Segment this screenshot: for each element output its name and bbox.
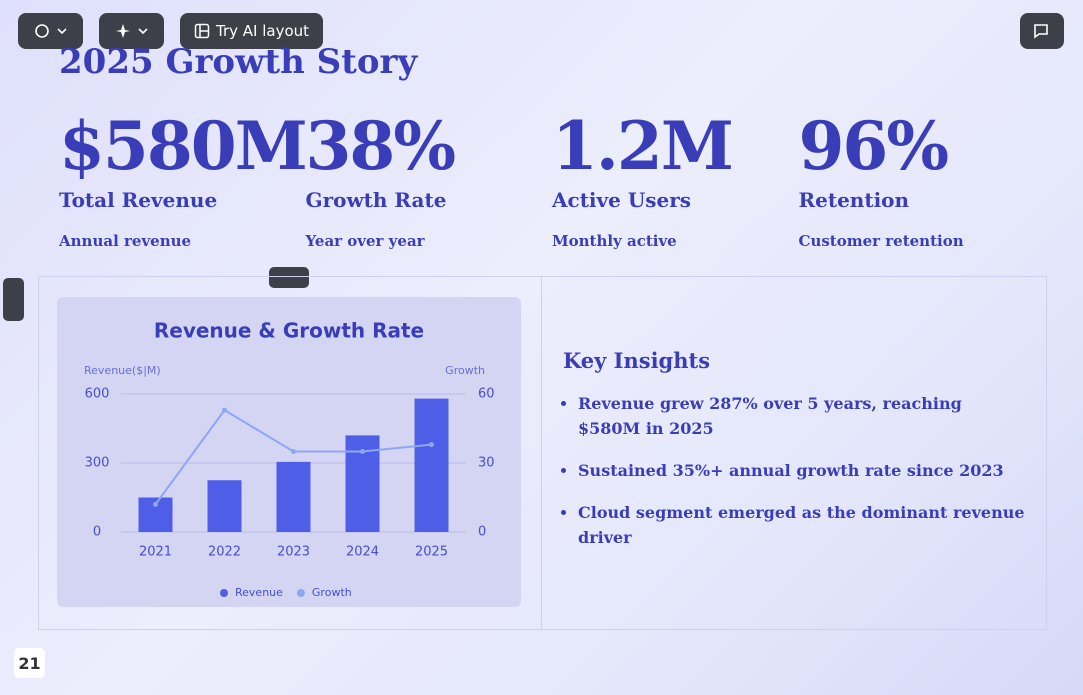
icon xyxy=(1034,24,1048,39)
point xyxy=(153,501,158,507)
insight-item: Cloud segment emerged as the dominant re… xyxy=(578,500,1028,550)
point xyxy=(360,449,365,454)
y2-axis-label: Growth xyxy=(445,364,485,377)
stat-note: Annual revenue xyxy=(59,232,192,250)
theme-button[interactable] xyxy=(18,13,83,49)
chart-title: Revenue & Growth Rate xyxy=(154,319,424,343)
content-frame xyxy=(38,276,1047,630)
x-tick-label: 2024 xyxy=(346,545,379,560)
x-tick-label: 2022 xyxy=(208,545,241,560)
stat: 38% Growth Rate Year over year xyxy=(306,108,546,250)
button-label: Try AI layout xyxy=(215,22,310,40)
point xyxy=(291,449,296,454)
bar xyxy=(414,398,449,532)
icon xyxy=(115,24,148,38)
x-tick-label: 2021 xyxy=(139,545,172,560)
insights: Key Insights Revenue grew 287% over 5 ye… xyxy=(563,348,1028,567)
insight-item: Sustained 35%+ annual growth rate since … xyxy=(578,458,1028,483)
point xyxy=(222,407,227,413)
stat-value: 38% xyxy=(305,107,457,185)
slide-title: 2025 Growth Story xyxy=(59,42,418,82)
stat: 96% Retention Customer retention xyxy=(799,108,1039,250)
legend-marker xyxy=(296,589,305,597)
stat-note: Year over year xyxy=(305,232,425,250)
stat-label: Total Revenue xyxy=(59,188,218,212)
stat-value: 96% xyxy=(798,107,950,185)
bar xyxy=(276,461,311,532)
stat-value: $580M xyxy=(59,107,308,185)
y-tick-label: 300 xyxy=(85,456,110,471)
divider xyxy=(541,277,542,629)
stat-note: Monthly active xyxy=(552,232,677,250)
stat-label: Active Users xyxy=(552,188,692,212)
legend-label: Growth xyxy=(312,586,352,599)
drag-handle[interactable] xyxy=(269,267,309,288)
insights-list: Revenue grew 287% over 5 years, reaching… xyxy=(563,391,1028,550)
insights-title: Key Insights xyxy=(563,348,711,373)
page-number[interactable]: 21 xyxy=(14,648,45,678)
bar xyxy=(207,480,242,532)
stat-label: Retention xyxy=(798,188,910,212)
ai-button[interactable] xyxy=(99,13,164,49)
y-tick-label: 600 xyxy=(85,387,110,402)
side-handle[interactable] xyxy=(3,278,24,321)
legend-marker xyxy=(220,589,228,597)
stat-value: 1.2M xyxy=(552,107,734,185)
icon xyxy=(194,23,210,39)
stat: 1.2M Active Users Monthly active xyxy=(552,108,792,250)
y2-tick-label: 0 xyxy=(478,525,486,540)
insight-item: Revenue grew 287% over 5 years, reaching… xyxy=(578,391,1028,441)
y2-tick-label: 60 xyxy=(478,387,495,402)
y-axis-label: Revenue($|M) xyxy=(84,364,161,377)
y-tick-label: 0 xyxy=(93,525,101,540)
icon xyxy=(34,24,67,38)
point xyxy=(429,442,434,448)
stat-label: Growth Rate xyxy=(305,188,447,212)
x-tick-label: 2025 xyxy=(415,545,448,560)
x-tick-label: 2023 xyxy=(277,545,310,560)
legend-label: Revenue xyxy=(235,586,283,599)
ai-layout-button[interactable]: Try AI layout xyxy=(180,13,323,49)
y2-tick-label: 30 xyxy=(478,456,495,471)
comment-button[interactable] xyxy=(1020,13,1064,49)
stat-note: Customer retention xyxy=(798,232,964,250)
stat: $580M Total Revenue Annual revenue xyxy=(59,107,308,250)
